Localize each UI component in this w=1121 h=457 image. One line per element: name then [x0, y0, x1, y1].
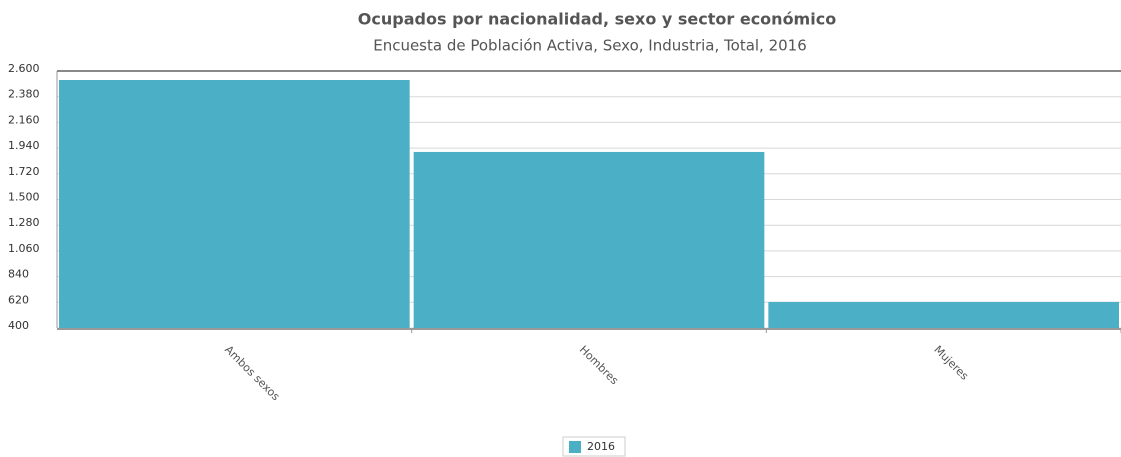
- y-tick-label: 400: [8, 319, 29, 332]
- chart-title: Ocupados por nacionalidad, sexo y sector…: [358, 10, 836, 29]
- legend-swatch: [569, 441, 581, 453]
- bar: [59, 79, 410, 329]
- bar: [413, 151, 765, 328]
- legend-label: 2016: [587, 440, 615, 453]
- x-tick-label: Hombres: [577, 343, 621, 387]
- y-tick-label: 2.380: [8, 88, 40, 101]
- y-tick-label: 1.940: [8, 139, 40, 152]
- y-tick-label: 1.500: [8, 191, 40, 204]
- chart-subtitle: Encuesta de Población Activa, Sexo, Indu…: [373, 37, 807, 55]
- x-tick-label: Mujeres: [931, 343, 971, 383]
- bar: [768, 301, 1119, 328]
- y-tick-label: 1.720: [8, 165, 40, 178]
- y-tick-label: 2.160: [8, 113, 40, 126]
- y-tick-label: 1.280: [8, 216, 40, 229]
- y-tick-label: 840: [8, 268, 29, 281]
- y-tick-label: 1.060: [8, 242, 40, 255]
- y-tick-label: 2.600: [8, 62, 40, 75]
- y-tick-label: 620: [8, 293, 29, 306]
- x-tick-label: Ambos sexos: [222, 343, 282, 403]
